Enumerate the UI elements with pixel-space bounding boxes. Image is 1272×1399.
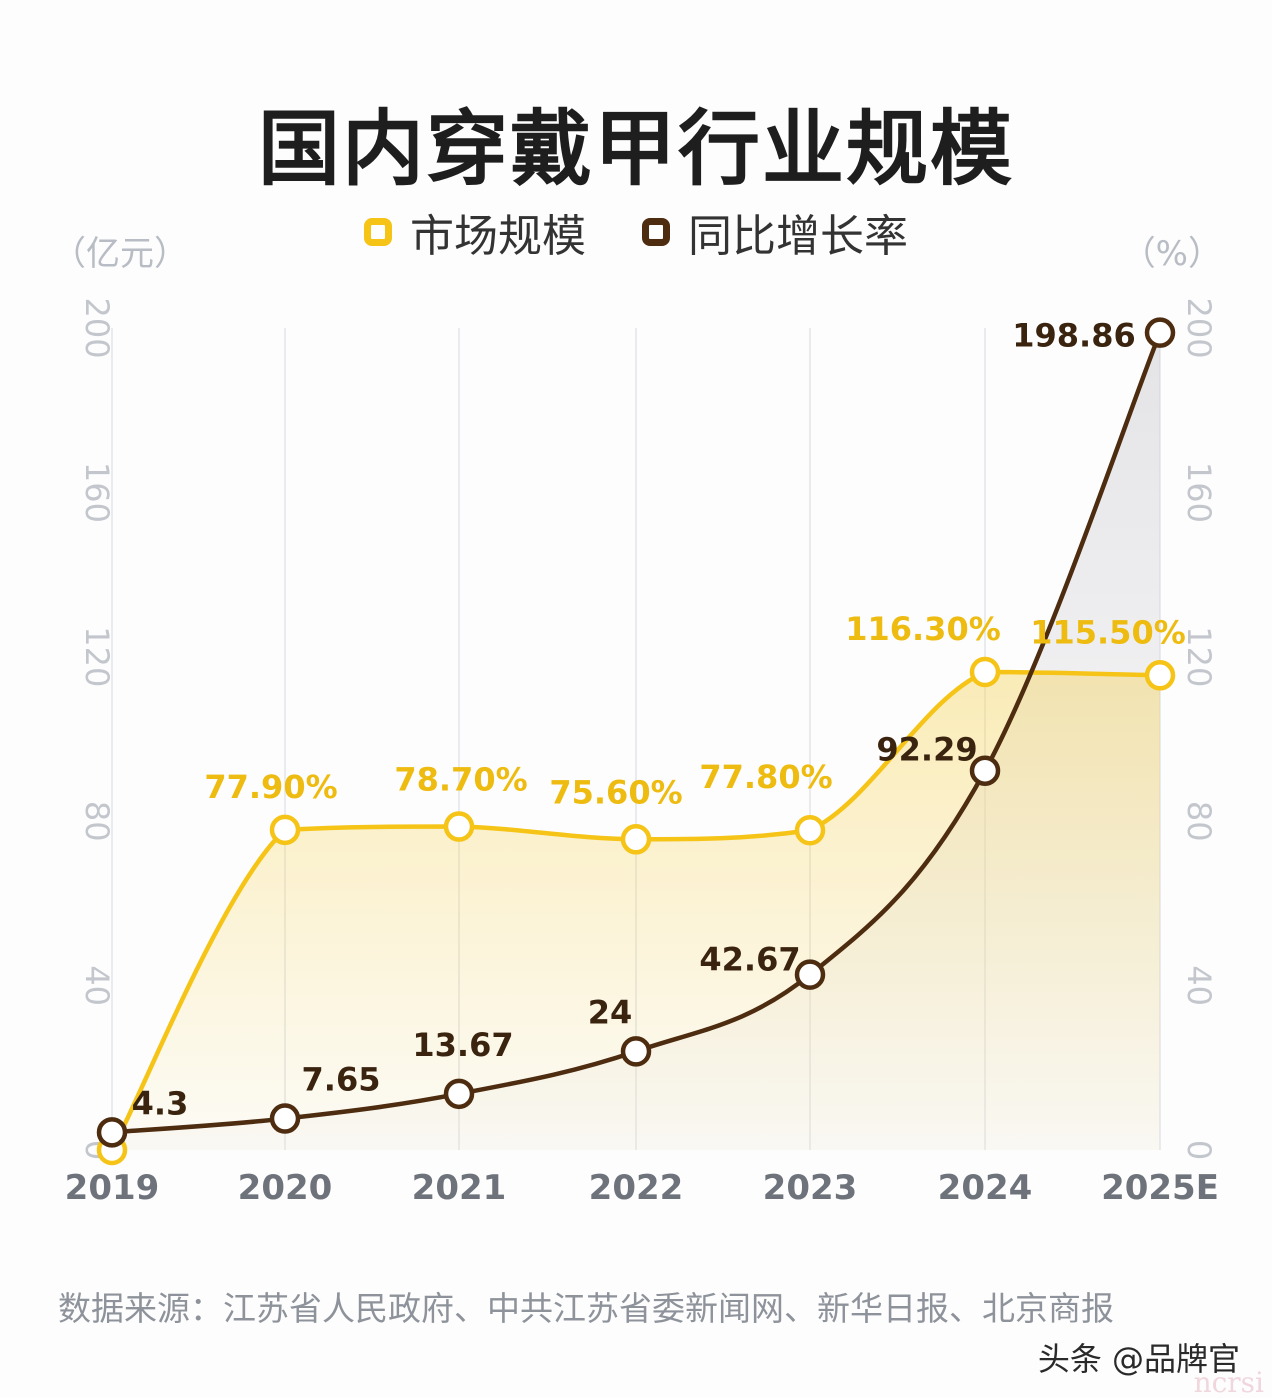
legend-item-market-size: 市场规模 [364, 200, 586, 264]
market-size-data-label: 13.67 [412, 1026, 513, 1064]
market-size-data-label: 92.29 [876, 731, 977, 769]
yoy-growth-point [620, 824, 652, 855]
yoy-growth-data-label: 77.80% [699, 758, 832, 796]
x-tick-label: 2023 [763, 1168, 858, 1208]
data-source-note: 数据来源：江苏省人民政府、中共江苏省委新闻网、新华日报、北京商报 [58, 1289, 1114, 1328]
legend-label-market-size: 市场规模 [410, 211, 586, 262]
left-tick-label: 80 [78, 801, 116, 842]
yoy-growth-data-label: 75.60% [549, 773, 682, 811]
market-size-data-label: 42.67 [699, 941, 800, 979]
x-tick-label: 2021 [412, 1168, 507, 1208]
market-size-point [1144, 317, 1176, 348]
yoy-growth-data-label: 77.90% [204, 768, 337, 806]
x-tick-label: 2020 [238, 1168, 333, 1208]
yoy-growth-data-label: 115.50% [1030, 613, 1186, 651]
market-size-point [443, 1078, 475, 1110]
right-axis-unit: （%） [1121, 234, 1222, 274]
yoy-growth-data-label: 78.70% [394, 761, 527, 799]
x-tick-label: 2019 [65, 1168, 160, 1208]
left-axis-unit: （亿元） [52, 234, 188, 274]
left-tick-label: 40 [78, 965, 116, 1006]
watermark: 头条 @品牌官 [1037, 1340, 1240, 1378]
x-tick-label: 2025E [1101, 1168, 1219, 1208]
right-tick-label: 160 [1180, 462, 1218, 523]
market-size-data-label: 198.86 [1012, 317, 1135, 355]
yoy-growth-point [443, 811, 475, 842]
x-tick-label: 2024 [938, 1168, 1033, 1208]
left-tick-label: 120 [78, 626, 116, 687]
market-size-data-label: 7.65 [302, 1061, 381, 1099]
yoy-growth-point [269, 814, 301, 846]
market-size-data-label: 24 [588, 993, 633, 1031]
left-tick-label: 160 [78, 462, 116, 523]
market-size-point [969, 755, 1001, 786]
yoy-growth-point [1144, 660, 1176, 691]
right-tick-label: 200 [1180, 297, 1218, 358]
market-size-data-label: 4.3 [132, 1084, 189, 1122]
legend-swatch-market-size [364, 218, 392, 246]
watermark-faint: ncrsi [1193, 1366, 1264, 1399]
market-size-point [794, 959, 826, 990]
chart-title: 国内穿戴甲行业规模 [257, 102, 1014, 197]
yoy-growth-point [969, 656, 1001, 688]
x-tick-label: 2022 [589, 1168, 684, 1208]
market-size-point [96, 1117, 128, 1148]
legend-swatch-yoy-growth [642, 218, 670, 246]
yoy-growth-point [794, 814, 826, 846]
market-size-point [269, 1103, 301, 1134]
yoy-growth-data-label: 116.30% [845, 610, 1001, 648]
yoy-growth-area [112, 672, 1160, 1150]
legend-label-yoy-growth: 同比增长率 [688, 211, 908, 262]
legend-item-yoy-growth: 同比增长率 [642, 200, 908, 264]
left-tick-label: 200 [78, 297, 116, 358]
right-tick-label: 80 [1180, 801, 1218, 842]
right-tick-label: 0 [1180, 1140, 1218, 1160]
legend: 市场规模 同比增长率 [0, 200, 1272, 264]
right-tick-label: 40 [1180, 965, 1218, 1006]
right-tick-label: 120 [1180, 626, 1218, 687]
market-size-point [620, 1036, 652, 1067]
